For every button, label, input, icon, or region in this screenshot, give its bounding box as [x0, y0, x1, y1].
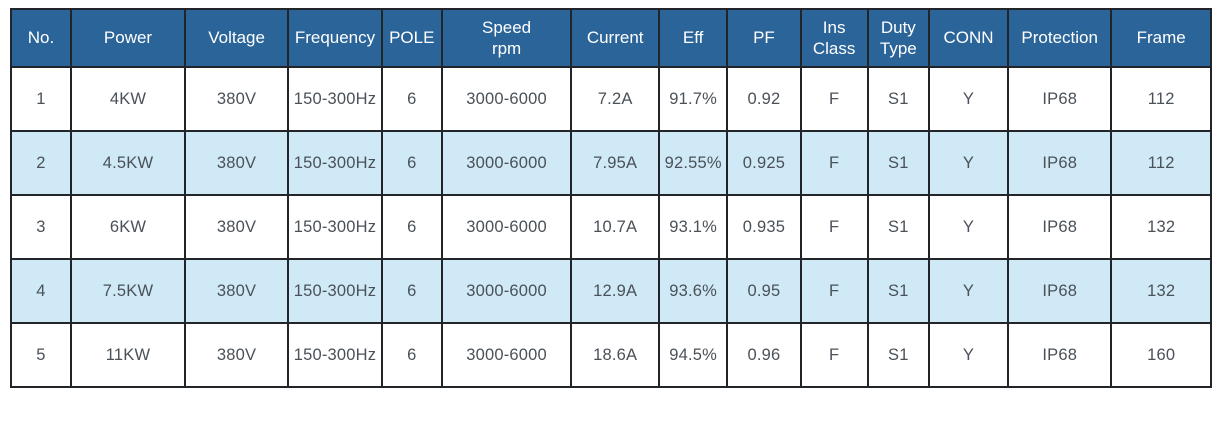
col-header-ins-class: Ins Class	[799, 8, 869, 68]
col-header-pf: PF	[726, 8, 802, 68]
cell-eff: 92.55%	[657, 130, 729, 196]
cell-current: 12.9A	[570, 258, 660, 324]
cell-ins-class: F	[799, 258, 869, 324]
cell-pf: 0.925	[726, 130, 802, 196]
col-header-power: Power	[70, 8, 186, 68]
cell-duty-type: S1	[866, 66, 930, 132]
cell-no: 2	[10, 130, 72, 196]
cell-no: 4	[10, 258, 72, 324]
cell-speed-rpm: 3000-6000	[440, 322, 573, 388]
cell-frame: 160	[1110, 322, 1212, 388]
cell-current: 18.6A	[570, 322, 660, 388]
cell-pole: 6	[380, 322, 443, 388]
cell-ins-class: F	[799, 322, 869, 388]
cell-power: 11KW	[70, 322, 186, 388]
cell-pole: 6	[380, 258, 443, 324]
cell-pf: 0.95	[726, 258, 802, 324]
cell-pf: 0.92	[726, 66, 802, 132]
header-row: No. Power Voltage Frequency POLE Speed r…	[10, 8, 1212, 68]
cell-current: 7.2A	[570, 66, 660, 132]
col-header-protection: Protection	[1007, 8, 1113, 68]
cell-current: 7.95A	[570, 130, 660, 196]
cell-eff: 93.6%	[657, 258, 729, 324]
cell-pf: 0.935	[726, 194, 802, 260]
cell-no: 1	[10, 66, 72, 132]
cell-power: 4.5KW	[70, 130, 186, 196]
cell-pole: 6	[380, 194, 443, 260]
cell-duty-type: S1	[866, 322, 930, 388]
col-header-pole: POLE	[380, 8, 443, 68]
table-row: 2 4.5KW 380V 150-300Hz 6 3000-6000 7.95A…	[10, 130, 1212, 196]
col-header-no: No.	[10, 8, 72, 68]
cell-eff: 93.1%	[657, 194, 729, 260]
table-row: 1 4KW 380V 150-300Hz 6 3000-6000 7.2A 91…	[10, 66, 1212, 132]
cell-ins-class: F	[799, 194, 869, 260]
cell-eff: 91.7%	[657, 66, 729, 132]
cell-voltage: 380V	[183, 258, 290, 324]
cell-ins-class: F	[799, 66, 869, 132]
cell-power: 6KW	[70, 194, 186, 260]
cell-conn: Y	[927, 194, 1010, 260]
cell-speed-rpm: 3000-6000	[440, 258, 573, 324]
cell-speed-rpm: 3000-6000	[440, 194, 573, 260]
table-row: 4 7.5KW 380V 150-300Hz 6 3000-6000 12.9A…	[10, 258, 1212, 324]
cell-pf: 0.96	[726, 322, 802, 388]
cell-duty-type: S1	[866, 130, 930, 196]
cell-speed-rpm: 3000-6000	[440, 130, 573, 196]
cell-power: 7.5KW	[70, 258, 186, 324]
cell-protection: IP68	[1007, 130, 1113, 196]
cell-voltage: 380V	[183, 130, 290, 196]
cell-frequency: 150-300Hz	[287, 194, 383, 260]
col-header-duty-type: Duty Type	[866, 8, 930, 68]
cell-no: 5	[10, 322, 72, 388]
table-row: 3 6KW 380V 150-300Hz 6 3000-6000 10.7A 9…	[10, 194, 1212, 260]
cell-duty-type: S1	[866, 258, 930, 324]
cell-voltage: 380V	[183, 322, 290, 388]
col-header-frame: Frame	[1110, 8, 1212, 68]
cell-eff: 94.5%	[657, 322, 729, 388]
cell-frame: 112	[1110, 66, 1212, 132]
cell-conn: Y	[927, 66, 1010, 132]
cell-frequency: 150-300Hz	[287, 322, 383, 388]
col-header-current: Current	[570, 8, 660, 68]
cell-power: 4KW	[70, 66, 186, 132]
col-header-eff: Eff	[657, 8, 729, 68]
cell-no: 3	[10, 194, 72, 260]
cell-frame: 112	[1110, 130, 1212, 196]
cell-frame: 132	[1110, 194, 1212, 260]
col-header-conn: CONN	[927, 8, 1010, 68]
cell-duty-type: S1	[866, 194, 930, 260]
col-header-speed-rpm: Speed rpm	[440, 8, 573, 68]
col-header-voltage: Voltage	[183, 8, 290, 68]
cell-frame: 132	[1110, 258, 1212, 324]
cell-conn: Y	[927, 258, 1010, 324]
cell-ins-class: F	[799, 130, 869, 196]
cell-speed-rpm: 3000-6000	[440, 66, 573, 132]
cell-voltage: 380V	[183, 194, 290, 260]
table-row: 5 11KW 380V 150-300Hz 6 3000-6000 18.6A …	[10, 322, 1212, 388]
cell-pole: 6	[380, 66, 443, 132]
col-header-frequency: Frequency	[287, 8, 383, 68]
cell-voltage: 380V	[183, 66, 290, 132]
cell-pole: 6	[380, 130, 443, 196]
cell-current: 10.7A	[570, 194, 660, 260]
cell-conn: Y	[927, 130, 1010, 196]
cell-protection: IP68	[1007, 194, 1113, 260]
cell-protection: IP68	[1007, 258, 1113, 324]
cell-protection: IP68	[1007, 66, 1113, 132]
cell-frequency: 150-300Hz	[287, 66, 383, 132]
cell-protection: IP68	[1007, 322, 1113, 388]
cell-conn: Y	[927, 322, 1010, 388]
table-body: 1 4KW 380V 150-300Hz 6 3000-6000 7.2A 91…	[10, 66, 1212, 388]
cell-frequency: 150-300Hz	[287, 130, 383, 196]
table-header: No. Power Voltage Frequency POLE Speed r…	[10, 8, 1212, 68]
spec-table: No. Power Voltage Frequency POLE Speed r…	[10, 8, 1212, 388]
cell-frequency: 150-300Hz	[287, 258, 383, 324]
